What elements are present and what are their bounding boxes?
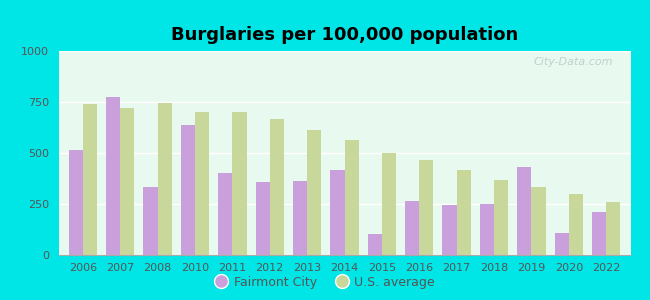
Bar — [69, 150, 83, 255]
Legend: Fairmont City, U.S. average: Fairmont City, U.S. average — [210, 271, 440, 294]
Bar — [457, 170, 471, 255]
Bar — [419, 160, 434, 255]
Bar — [330, 170, 344, 255]
Bar — [592, 212, 606, 255]
Bar — [569, 194, 583, 255]
Bar — [405, 201, 419, 255]
Bar — [232, 112, 246, 255]
Bar — [344, 140, 359, 255]
Bar — [443, 205, 457, 255]
Bar — [120, 108, 135, 255]
Bar — [195, 112, 209, 255]
Bar — [532, 187, 545, 255]
Bar — [181, 125, 195, 255]
Bar — [255, 182, 270, 255]
Bar — [106, 97, 120, 255]
Bar — [606, 202, 620, 255]
Bar — [218, 173, 232, 255]
Bar — [270, 119, 284, 255]
Bar — [157, 103, 172, 255]
Bar — [480, 204, 494, 255]
Bar — [368, 234, 382, 255]
Bar — [307, 130, 321, 255]
Bar — [554, 232, 569, 255]
Bar — [382, 153, 396, 255]
Text: City-Data.com: City-Data.com — [534, 57, 614, 67]
Bar — [144, 187, 157, 255]
Title: Burglaries per 100,000 population: Burglaries per 100,000 population — [171, 26, 518, 44]
Bar — [293, 181, 307, 255]
Bar — [83, 104, 97, 255]
Bar — [494, 179, 508, 255]
Bar — [517, 167, 532, 255]
